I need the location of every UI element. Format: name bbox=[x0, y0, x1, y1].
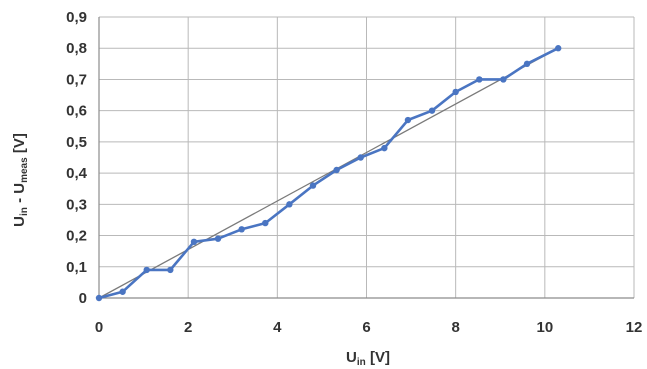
x-tick-label: 6 bbox=[362, 319, 370, 336]
data-point bbox=[286, 201, 293, 208]
data-point bbox=[476, 76, 483, 83]
data-point bbox=[262, 219, 269, 227]
data-point bbox=[452, 88, 459, 96]
y-tick-label: 0,9 bbox=[66, 9, 87, 26]
data-point bbox=[214, 235, 222, 242]
series-line bbox=[98, 47, 559, 300]
y-tick-label: 0,7 bbox=[66, 71, 87, 88]
y-axis-label: Uin - Umeas [V] bbox=[11, 133, 30, 227]
x-tick-label: 4 bbox=[273, 319, 282, 336]
x-tick-label: 8 bbox=[451, 319, 459, 336]
y-tick-label: 0,2 bbox=[66, 228, 87, 245]
data-point bbox=[95, 294, 103, 302]
axes bbox=[98, 17, 634, 299]
y-tick-label: 0 bbox=[79, 290, 87, 307]
trendline bbox=[98, 47, 559, 299]
data-point bbox=[555, 45, 562, 52]
data-point bbox=[404, 116, 412, 124]
data-point bbox=[119, 288, 126, 295]
x-tick-label: 2 bbox=[184, 319, 192, 336]
x-axis-label: Uin [V] bbox=[346, 349, 390, 368]
x-tick-label: 0 bbox=[95, 319, 103, 336]
tick-labels: 0 0,1 0,2 0,3 0,4 0,5 0,6 0,7 0,8 0,9 0 2 4 6 8 10 12 bbox=[66, 9, 642, 336]
y-tick-label: 0,3 bbox=[66, 196, 87, 213]
data-point bbox=[143, 266, 150, 274]
y-tick-label: 0,1 bbox=[66, 259, 87, 276]
grid bbox=[99, 16, 635, 298]
y-tick-label: 0,4 bbox=[66, 165, 88, 182]
trendline-segment bbox=[98, 47, 559, 299]
data-point bbox=[309, 182, 317, 189]
x-tick-label: 12 bbox=[626, 319, 643, 336]
x-tick-label: 10 bbox=[536, 319, 553, 336]
data-point bbox=[381, 144, 388, 152]
data-point bbox=[167, 266, 174, 274]
data-point bbox=[523, 60, 531, 68]
data-point bbox=[238, 226, 245, 233]
y-tick-label: 0,8 bbox=[66, 40, 87, 57]
series bbox=[95, 45, 562, 302]
data-point bbox=[428, 107, 436, 114]
data-point bbox=[500, 76, 507, 83]
data-point bbox=[190, 238, 198, 245]
y-tick-label: 0,6 bbox=[66, 103, 87, 120]
data-point bbox=[333, 166, 340, 174]
y-tick-label: 0,5 bbox=[66, 134, 87, 151]
data-point bbox=[357, 154, 364, 161]
